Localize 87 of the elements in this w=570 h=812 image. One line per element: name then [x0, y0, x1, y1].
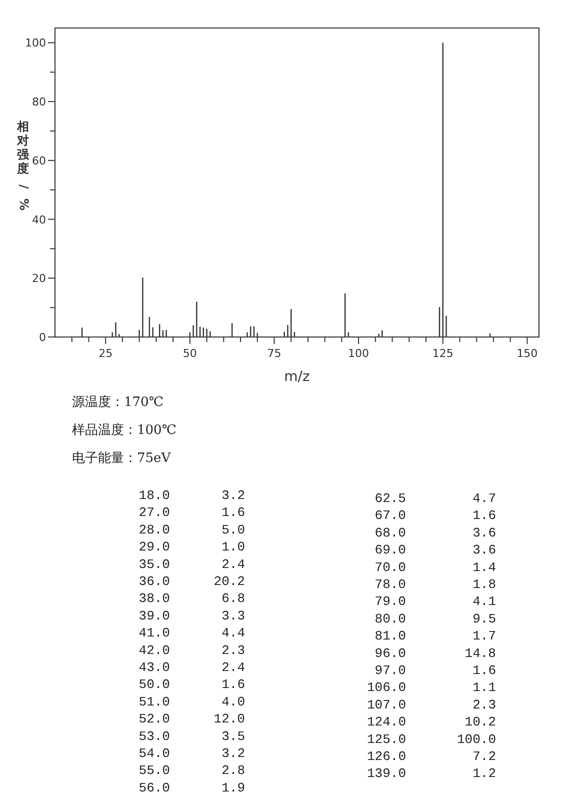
text: 1.2 [472, 766, 496, 782]
text: 27.0 [138, 505, 170, 520]
text: 9.5 [472, 611, 496, 626]
text: 126.0 [366, 749, 406, 764]
y-axis-title: 相对强度/% [16, 120, 31, 211]
text: 81.0 [374, 628, 406, 644]
text: 1.6 [472, 508, 496, 524]
text: 52.0 [138, 712, 170, 727]
text: 6.8 [222, 591, 245, 606]
text: 1.7 [472, 628, 496, 644]
text: 125.0 [366, 732, 406, 747]
text: 51.0 [138, 694, 170, 710]
text: 10.2 [464, 714, 496, 730]
x-tick-label: 75 [267, 347, 282, 360]
text: 100.0 [456, 732, 496, 747]
text: 1.4 [472, 560, 496, 575]
text: 18.0 [138, 488, 170, 503]
text: 1.8 [472, 577, 496, 592]
text: 源温度：170℃ [72, 394, 164, 410]
text: 4.1 [472, 594, 496, 610]
text: 56.0 [138, 780, 170, 796]
text: 96.0 [374, 646, 406, 661]
y-tick-label: 80 [32, 96, 46, 109]
x-axis-title: m/z [284, 369, 310, 385]
x-tick-label: 150 [516, 347, 538, 360]
y-tick-label: 0 [39, 331, 46, 344]
text: 2.8 [222, 763, 245, 778]
text: 78.0 [374, 577, 406, 592]
text: 2.4 [222, 660, 245, 675]
text: 3.6 [472, 542, 496, 558]
text: 106.0 [366, 680, 406, 696]
text: 1.0 [222, 540, 245, 555]
text: 42.0 [138, 642, 170, 658]
text: 2.3 [222, 642, 245, 658]
y-tick-label: 40 [32, 213, 46, 226]
text: 43.0 [138, 660, 170, 675]
text: 14.8 [464, 646, 496, 661]
text: 1.1 [472, 680, 496, 696]
text: 1.9 [222, 780, 245, 796]
text: 3.2 [222, 488, 245, 503]
x-tick-label: 50 [182, 347, 197, 360]
text: 4.7 [472, 491, 496, 506]
text: 54.0 [138, 746, 170, 761]
text: 5.0 [222, 522, 245, 538]
x-tick-label: 125 [432, 347, 454, 360]
text: 样品温度：100℃ [72, 422, 176, 438]
y-tick-label: 60 [32, 154, 46, 168]
text: 4.4 [222, 626, 245, 641]
text: 68.0 [374, 525, 406, 540]
text: 36.0 [138, 574, 170, 589]
text: 124.0 [366, 714, 406, 730]
text: 97.0 [374, 663, 406, 678]
y-tick-label: 100 [25, 36, 46, 50]
text: 80.0 [374, 611, 406, 626]
text: 4.0 [222, 694, 245, 710]
x-tick-label: 25 [98, 347, 113, 360]
text: 12.0 [214, 712, 245, 727]
text: 1.6 [222, 505, 245, 520]
text: 2.3 [472, 697, 496, 712]
text: 79.0 [374, 594, 406, 610]
text: 38.0 [138, 591, 170, 606]
text: 67.0 [374, 508, 406, 524]
text: 3.5 [222, 728, 245, 744]
text: 7.2 [472, 749, 496, 764]
text: 1.6 [472, 663, 496, 678]
text: 3.2 [222, 746, 245, 761]
text: 69.0 [374, 542, 406, 558]
text: 139.0 [366, 766, 406, 782]
text: 55.0 [138, 763, 170, 778]
text: 62.5 [374, 491, 406, 506]
text: 70.0 [374, 560, 406, 575]
text: 1.6 [222, 677, 245, 692]
text: 2.4 [222, 556, 245, 572]
text: 50.0 [138, 677, 170, 692]
text: 41.0 [138, 626, 170, 641]
text: 28.0 [138, 522, 170, 538]
y-tick-label: 20 [32, 272, 46, 286]
text: 3.3 [222, 608, 245, 624]
text: 3.6 [472, 525, 496, 540]
text: 电子能量：75eV [72, 451, 172, 466]
text: 53.0 [138, 728, 170, 744]
text: 20.2 [214, 574, 245, 589]
x-tick-label: 100 [348, 347, 370, 360]
text: 39.0 [138, 608, 170, 624]
text: 35.0 [138, 556, 170, 572]
text: 29.0 [138, 540, 170, 555]
text: 107.0 [366, 697, 406, 712]
